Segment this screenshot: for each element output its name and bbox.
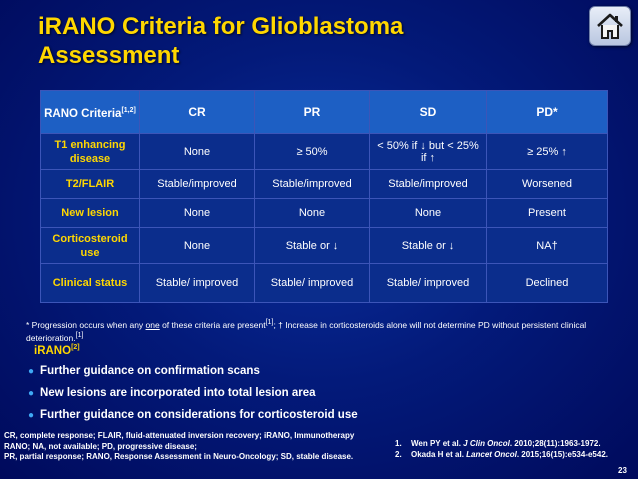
table-cell: None [254, 198, 370, 228]
table-cell: Stable/ improved [139, 263, 255, 303]
header-sd: SD [369, 90, 487, 134]
table-cell: Stable/improved [254, 169, 370, 199]
table-cell: Stable or ↓ [254, 227, 370, 264]
reference-item: 2. Okada H et al. Lancet Oncol. 2015;16(… [395, 450, 609, 459]
table-row: T1 enhancing disease None ≥ 50% < 50% if… [40, 133, 608, 170]
title-line-2: Assessment [38, 42, 180, 69]
table-cell: NA† [486, 227, 608, 264]
table-row: Clinical status Stable/ improved Stable/… [40, 263, 608, 303]
bullet-icon: ● [28, 410, 35, 421]
abbreviations: CR, complete response; FLAIR, fluid-atte… [4, 431, 355, 461]
page-number: 23 [618, 466, 627, 475]
table-cell: Stable/ improved [254, 263, 370, 303]
slide-title: iRANO Criteria for Glioblastoma Assessme… [38, 12, 558, 70]
row-label: Corticosteroid use [40, 227, 140, 264]
home-icon [597, 13, 623, 39]
table-cell: < 50% if ↓ but < 25% if ↑ [369, 133, 487, 170]
references: 1. Wen PY et al. J Clin Oncol. 2010;28(1… [395, 438, 635, 460]
table-cell: None [139, 227, 255, 264]
list-item: ● Further guidance on considerations for … [28, 409, 358, 421]
list-item: ● New lesions are incorporated into total… [28, 387, 316, 399]
table-cell: None [369, 198, 487, 228]
table-cell: None [139, 198, 255, 228]
home-button[interactable] [589, 6, 631, 46]
row-label: New lesion [40, 198, 140, 228]
rano-criteria-table: RANO Criteria[1,2] CR PR SD PD* T1 enhan… [40, 90, 608, 303]
reference-item: 1. Wen PY et al. J Clin Oncol. 2010;28(1… [395, 439, 601, 448]
table-cell: Stable or ↓ [369, 227, 487, 264]
table-cell: Declined [486, 263, 608, 303]
table-cell: Stable/improved [369, 169, 487, 199]
table-cell: Present [486, 198, 608, 228]
table-row: Corticosteroid use None Stable or ↓ Stab… [40, 227, 608, 264]
table-cell: Stable/ improved [369, 263, 487, 303]
irano-bullet-list: ● Further guidance on confirmation scans … [28, 360, 448, 426]
table-cell: None [139, 133, 255, 170]
table-cell: Stable/improved [139, 169, 255, 199]
header-criteria: RANO Criteria[1,2] [40, 90, 140, 134]
row-label: T1 enhancing disease [40, 133, 140, 170]
row-label: T2/FLAIR [40, 169, 140, 199]
table-cell: ≥ 25% ↑ [486, 133, 608, 170]
row-label: Clinical status [40, 263, 140, 303]
list-item: ● Further guidance on confirmation scans [28, 365, 260, 377]
header-cr: CR [139, 90, 255, 134]
header-pd: PD* [486, 90, 608, 134]
table-cell: Worsened [486, 169, 608, 199]
table-row: New lesion None None None Present [40, 198, 608, 228]
table-row: T2/FLAIR Stable/improved Stable/improved… [40, 169, 608, 199]
irano-heading: iRANO[2] [34, 344, 80, 357]
table-cell: ≥ 50% [254, 133, 370, 170]
table-header-row: RANO Criteria[1,2] CR PR SD PD* [40, 90, 608, 134]
title-line-1: iRANO Criteria for Glioblastoma [38, 13, 404, 40]
bullet-icon: ● [28, 366, 35, 377]
bullet-icon: ● [28, 388, 35, 399]
table-footnote: * Progression occurs when any one of the… [26, 318, 587, 343]
header-pr: PR [254, 90, 370, 134]
